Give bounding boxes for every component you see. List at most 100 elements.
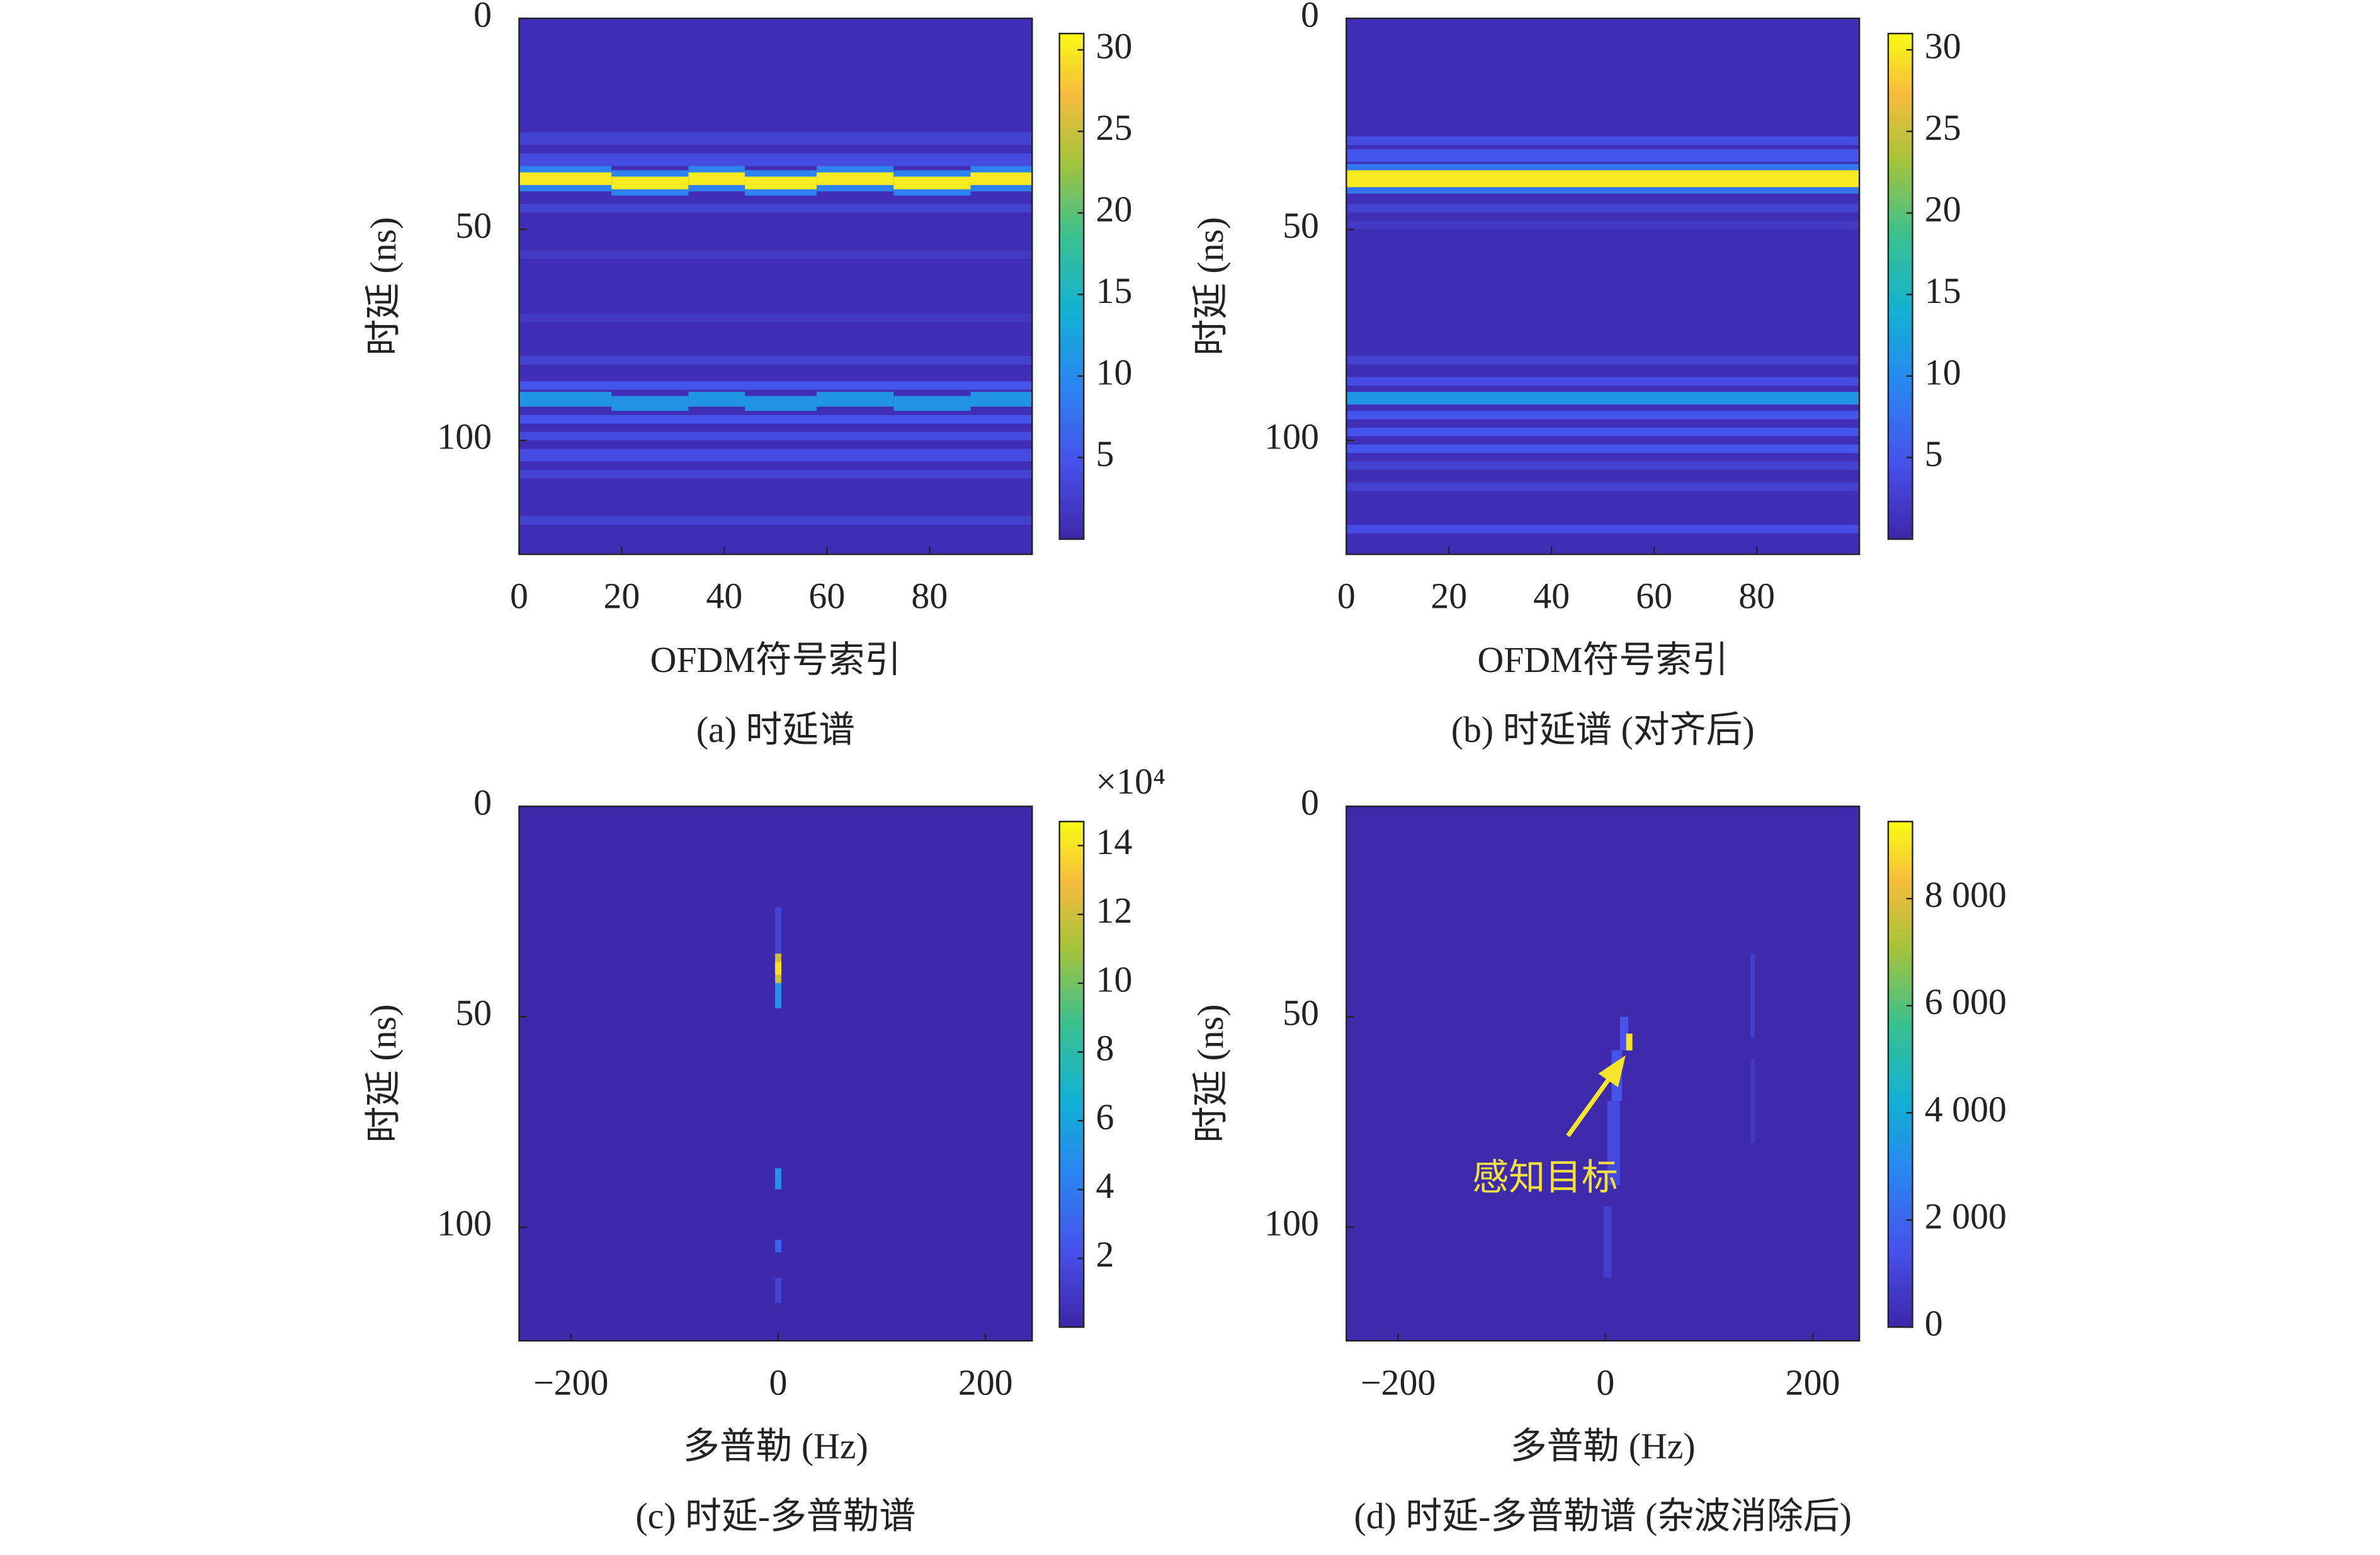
- heatmap-cell: [1346, 525, 1860, 533]
- heatmap-cell: [1346, 149, 1860, 162]
- colorbar-tick-label: 10: [1925, 351, 1961, 392]
- heatmap-cell: [1346, 220, 1860, 230]
- x-tick-label: −200: [533, 1362, 608, 1403]
- y-axis-label: 时延 (ns): [1190, 1005, 1231, 1143]
- heatmap-cell: [519, 448, 1033, 462]
- y-tick-label: 0: [473, 782, 492, 823]
- colorbar: [1887, 33, 1913, 540]
- heatmap-cell: [1607, 1101, 1620, 1185]
- colorbar-tick-label: 10: [1096, 351, 1133, 392]
- caption: (c) 时延-多普勒谱: [635, 1496, 915, 1537]
- heatmap-cell: [1346, 482, 1860, 491]
- heatmap-cell: [1626, 1034, 1633, 1051]
- heatmap-background: [519, 18, 1033, 555]
- annotation-arrowhead: [1598, 1055, 1626, 1088]
- colorbar-tick-label: 0: [1925, 1302, 1943, 1343]
- x-tick-label: 40: [1533, 576, 1570, 617]
- colorbar-tick-label: 12: [1096, 890, 1133, 931]
- y-tick-label: 50: [455, 205, 492, 246]
- y-axis-label: 时延 (ns): [1190, 217, 1231, 356]
- x-tick-label: −200: [1361, 1362, 1436, 1403]
- x-axis-label: 多普勒 (Hz): [1510, 1426, 1696, 1467]
- colorbar: [1058, 33, 1085, 540]
- colorbar-tick-label: 8: [1096, 1028, 1114, 1069]
- caption: (b) 时延谱 (对齐后): [1451, 709, 1755, 750]
- heatmap-cell: [1346, 444, 1860, 453]
- colorbar-tick-label: 2: [1096, 1234, 1114, 1275]
- annotation-arrow: [1566, 1069, 1617, 1137]
- heatmap-cell: [519, 250, 1033, 259]
- heatmap-cell: [688, 392, 745, 407]
- colorbar-tick-label: 4: [1096, 1165, 1114, 1206]
- x-tick-label: 80: [1738, 576, 1775, 617]
- y-tick-label: 50: [1283, 205, 1319, 246]
- x-tick-label: 0: [510, 576, 528, 617]
- x-tick-label: 20: [604, 576, 640, 617]
- heatmap-cell: [688, 172, 745, 185]
- heatmap-cell: [775, 1277, 781, 1303]
- colorbar-tick-label: 5: [1096, 433, 1114, 474]
- colorbar-tick-label: 30: [1096, 25, 1133, 66]
- heatmap-cell: [519, 203, 1033, 213]
- colorbar-exponent: ×10⁴: [1096, 761, 1166, 802]
- heatmap-cell: [817, 392, 894, 407]
- heatmap-cell: [775, 1239, 781, 1253]
- plot-frame: [518, 17, 1033, 555]
- heatmap-cell: [1750, 954, 1755, 1038]
- heatmap-cell: [893, 396, 971, 411]
- heatmap-cell: [970, 172, 1033, 185]
- y-tick-label: 0: [1301, 782, 1319, 823]
- colorbar: [1058, 821, 1085, 1328]
- heatmap-background: [1346, 18, 1860, 555]
- colorbar-tick-label: 6 000: [1925, 981, 2007, 1022]
- y-tick-label: 50: [455, 993, 492, 1034]
- x-tick-label: 200: [958, 1362, 1013, 1403]
- heatmap-cell: [1346, 170, 1860, 188]
- caption: (a) 时延谱: [696, 709, 855, 750]
- colorbar-tick-label: 25: [1096, 107, 1133, 148]
- colorbar-tick-label: 25: [1925, 107, 1961, 148]
- colorbar-tick-label: 20: [1096, 188, 1133, 229]
- colorbar-tick-label: 10: [1096, 959, 1133, 1000]
- x-tick-label: 0: [1337, 576, 1356, 617]
- heatmap-cell: [970, 392, 1033, 407]
- y-tick-label: 0: [473, 0, 492, 35]
- y-tick-label: 100: [437, 1203, 492, 1244]
- plot-frame: [518, 806, 1033, 1342]
- heatmap-cell: [1603, 1206, 1612, 1278]
- x-tick-label: 60: [808, 576, 845, 617]
- y-axis-label: 时延 (ns): [363, 1005, 404, 1143]
- heatmap-cell: [519, 356, 1033, 365]
- heatmap-cell: [519, 431, 1033, 441]
- heatmap-cell: [775, 1168, 781, 1190]
- x-tick-label: 40: [706, 576, 742, 617]
- colorbar-tick-label: 30: [1925, 25, 1961, 66]
- heatmap-cell: [519, 470, 1033, 479]
- x-tick-label: 60: [1636, 576, 1672, 617]
- heatmap-cell: [817, 172, 894, 185]
- heatmap-cell: [519, 153, 1033, 166]
- heatmap-cell: [519, 392, 612, 407]
- y-axis-label: 时延 (ns): [363, 217, 404, 356]
- y-tick-label: 100: [1264, 416, 1319, 457]
- colorbar-tick-label: 5: [1925, 433, 1943, 474]
- heatmap-cell: [1346, 377, 1860, 386]
- colorbar: [1887, 821, 1913, 1328]
- heatmap-cell: [775, 983, 781, 1009]
- x-tick-label: 20: [1431, 576, 1467, 617]
- heatmap-cell: [1346, 356, 1860, 365]
- colorbar-tick-label: 15: [1925, 270, 1961, 311]
- x-tick-label: 200: [1786, 1362, 1840, 1403]
- heatmap-cell: [744, 176, 817, 190]
- x-tick-label: 80: [911, 576, 948, 617]
- heatmap-background: [519, 806, 1033, 1341]
- heatmap-cell: [744, 396, 817, 411]
- colorbar-tick-label: 14: [1096, 821, 1133, 862]
- colorbar-tick-label: 2 000: [1925, 1195, 2007, 1236]
- colorbar-tick-label: 15: [1096, 270, 1133, 311]
- heatmap-cell: [1346, 461, 1860, 470]
- heatmap-cell: [893, 176, 971, 190]
- colorbar-tick-label: 6: [1096, 1096, 1114, 1137]
- heatmap-cell: [519, 381, 1033, 390]
